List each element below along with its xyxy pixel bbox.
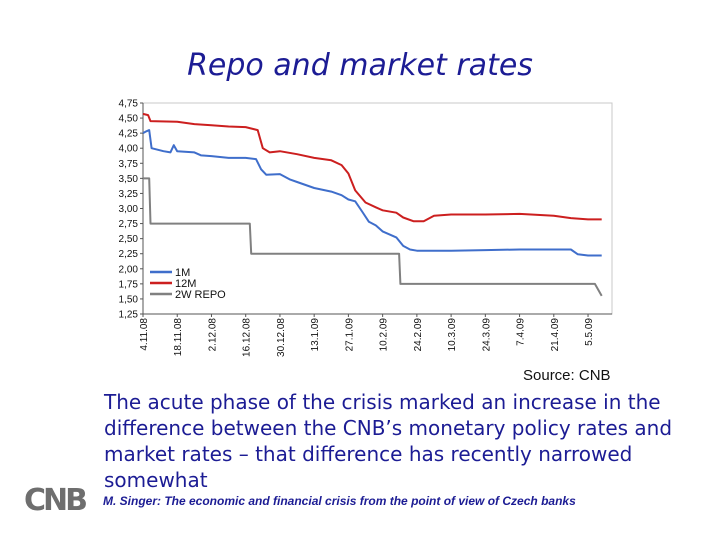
x-tick-label: 10.2.09: [379, 318, 390, 352]
y-tick-label: 3,00: [119, 204, 139, 215]
y-tick-label: 1,25: [119, 310, 139, 321]
y-tick-label: 2,75: [119, 219, 139, 230]
x-tick-label: 27.1.09: [344, 318, 355, 352]
x-tick-label: 7.4.09: [516, 318, 527, 346]
legend-label: 12M: [175, 278, 196, 290]
legend-label: 1M: [175, 267, 190, 279]
y-tick-label: 2,25: [119, 249, 139, 260]
series-lines: [142, 112, 603, 297]
footer-text: M. Singer: The economic and financial cr…: [103, 494, 576, 508]
y-tick-label: 2,00: [119, 264, 139, 275]
x-tick-label: 24.2.09: [413, 318, 424, 352]
y-tick-label: 4,25: [119, 129, 139, 140]
cnb-logo: CNB: [24, 483, 86, 516]
y-axis: 4,75 4,50 4,25 4,00 3,75 3,50 3,25 3,00 2,75 2,50…: [119, 99, 144, 321]
y-tick-label: 1,75: [119, 279, 139, 290]
x-tick-label: 10.3.09: [447, 318, 458, 352]
y-tick-label: 3,25: [119, 189, 139, 200]
x-tick-label: 13.1.09: [310, 318, 321, 352]
source-note: Source: CNB: [523, 367, 611, 384]
y-tick-label: 3,50: [119, 174, 139, 185]
body-text: The acute phase of the crisis marked an …: [104, 390, 673, 492]
series-line-12m: [142, 112, 602, 223]
y-tick-label: 3,75: [119, 159, 139, 170]
slide-title: Repo and market rates: [187, 48, 533, 83]
x-tick-label: 18.11.08: [173, 318, 184, 357]
y-tick-label: 4,00: [119, 144, 139, 155]
x-axis: 4.11.08 18.11.08 2.12.08 16.12.08 30.12.08 13…: [139, 313, 612, 357]
legend-label: 2W REPO: [175, 289, 226, 301]
x-tick-label: 4.11.08: [139, 318, 150, 351]
x-tick-label: 2.12.08: [207, 318, 218, 352]
x-tick-label: 21.4.09: [550, 318, 561, 352]
x-tick-label: 30.12.08: [276, 318, 287, 357]
y-tick-label: 2,50: [119, 234, 139, 245]
y-tick-label: 4,50: [119, 114, 139, 125]
y-tick-label: 4,75: [119, 99, 139, 110]
rates-chart: 4,75 4,50 4,25 4,00 3,75 3,50 3,25 3,00 2,75 2,50…: [119, 99, 613, 357]
y-tick-label: 1,50: [119, 294, 139, 305]
x-tick-label: 24.3.09: [481, 318, 492, 352]
x-tick-label: 16.12.08: [242, 318, 253, 357]
x-tick-label: 5.5.09: [584, 318, 595, 346]
svg-text:CNB: CNB: [24, 483, 86, 516]
series-line-2w-repo: [143, 177, 603, 297]
series-line-1m: [142, 129, 602, 257]
